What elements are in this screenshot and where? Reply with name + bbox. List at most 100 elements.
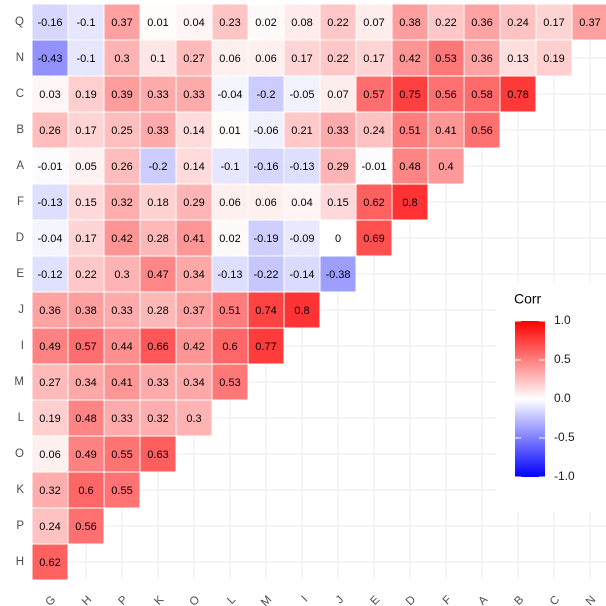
cell xyxy=(248,112,284,148)
cell xyxy=(140,328,176,364)
cell xyxy=(140,184,176,220)
cell-label: -0.1 xyxy=(77,53,96,65)
x-tick-label: H xyxy=(80,594,94,606)
cell xyxy=(284,148,320,184)
cell-label: -0.12 xyxy=(37,269,62,281)
cell-label: 0.41 xyxy=(183,233,204,245)
cell-label: 0.33 xyxy=(111,305,132,317)
cell-label: -0.2 xyxy=(149,161,168,173)
cell xyxy=(176,40,212,76)
cell xyxy=(68,328,104,364)
cell-label: 0.24 xyxy=(507,17,528,29)
cell xyxy=(32,508,68,544)
cell-label: 0.17 xyxy=(363,53,384,65)
cell xyxy=(140,40,176,76)
legend-label: 1.0 xyxy=(554,313,571,327)
y-tick-label: O xyxy=(15,448,24,460)
cell xyxy=(248,220,284,256)
cell-label: 0.37 xyxy=(183,305,204,317)
cell-label: -0.01 xyxy=(361,161,386,173)
cell-label: 0.36 xyxy=(471,17,492,29)
cell xyxy=(428,40,464,76)
cell-label: 0.08 xyxy=(291,17,312,29)
x-tick-label: F xyxy=(441,594,454,606)
cell-label: 0.37 xyxy=(579,17,600,29)
cell xyxy=(536,4,572,40)
cell xyxy=(428,76,464,112)
cell xyxy=(104,364,140,400)
cell-label: 0.69 xyxy=(363,233,384,245)
cell xyxy=(500,40,536,76)
cell-label: 0.74 xyxy=(255,305,276,317)
cell xyxy=(320,256,356,292)
y-tick-label: A xyxy=(16,160,24,172)
y-tick-label: F xyxy=(17,196,24,208)
cell xyxy=(32,220,68,256)
cell-label: 0.19 xyxy=(543,53,564,65)
cell-label: 0.28 xyxy=(147,305,168,317)
cell-label: 0.01 xyxy=(147,17,168,29)
cell xyxy=(104,184,140,220)
cell-label: 0.3 xyxy=(186,413,201,425)
cell xyxy=(356,184,392,220)
cell xyxy=(320,76,356,112)
cell-label: 0.24 xyxy=(39,521,60,533)
x-tick-label: C xyxy=(548,594,562,606)
cell-label: 0.32 xyxy=(147,413,168,425)
cell xyxy=(392,4,428,40)
cell-label: 0.56 xyxy=(471,125,492,137)
cell xyxy=(140,112,176,148)
cell xyxy=(176,400,212,436)
cell xyxy=(356,40,392,76)
cell-label: -0.04 xyxy=(217,89,242,101)
x-tick-label: D xyxy=(404,594,418,606)
cell-label: -0.13 xyxy=(37,197,62,209)
cell-label: 0.56 xyxy=(435,89,456,101)
cell xyxy=(104,256,140,292)
cell-label: 0.8 xyxy=(294,305,309,317)
cell-label: 0.05 xyxy=(75,161,96,173)
cell-label: 0.38 xyxy=(75,305,96,317)
cell xyxy=(356,76,392,112)
x-tick-label: G xyxy=(43,594,58,606)
cell xyxy=(212,328,248,364)
cell-label: 0.25 xyxy=(111,125,132,137)
cell xyxy=(68,508,104,544)
cell xyxy=(212,364,248,400)
legend-label: 0.5 xyxy=(554,352,571,366)
cell xyxy=(248,40,284,76)
cell-label: 0.02 xyxy=(219,233,240,245)
cell-label: 0.14 xyxy=(183,161,204,173)
cell-label: 0.33 xyxy=(111,413,132,425)
cell xyxy=(464,4,500,40)
cell-label: 0.77 xyxy=(255,341,276,353)
y-tick-label: K xyxy=(16,484,24,496)
cell-label: 0.32 xyxy=(111,197,132,209)
cell-label: 0.51 xyxy=(219,305,240,317)
cell-label: 0.41 xyxy=(435,125,456,137)
cell-label: -0.05 xyxy=(289,89,314,101)
cell xyxy=(392,76,428,112)
cell-label: 0.38 xyxy=(399,17,420,29)
cell xyxy=(32,40,68,76)
cell xyxy=(68,364,104,400)
cell-label: 0.03 xyxy=(39,89,60,101)
cell-label: 0.29 xyxy=(327,161,348,173)
cell-label: 0.33 xyxy=(327,125,348,137)
cell-label: -0.2 xyxy=(257,89,276,101)
x-tick-label: A xyxy=(476,594,490,606)
cell xyxy=(32,436,68,472)
cell xyxy=(104,40,140,76)
cell-label: -0.1 xyxy=(221,161,240,173)
cell xyxy=(140,292,176,328)
cell-label: 0.22 xyxy=(327,17,348,29)
y-tick-label: I xyxy=(21,340,24,352)
x-tick-label: I xyxy=(300,594,311,605)
cell xyxy=(140,436,176,472)
cell xyxy=(320,220,356,256)
cell xyxy=(176,364,212,400)
cell-label: 0.58 xyxy=(471,89,492,101)
cell-label: 0.17 xyxy=(291,53,312,65)
cell xyxy=(32,112,68,148)
legend-label: -1.0 xyxy=(554,469,575,483)
